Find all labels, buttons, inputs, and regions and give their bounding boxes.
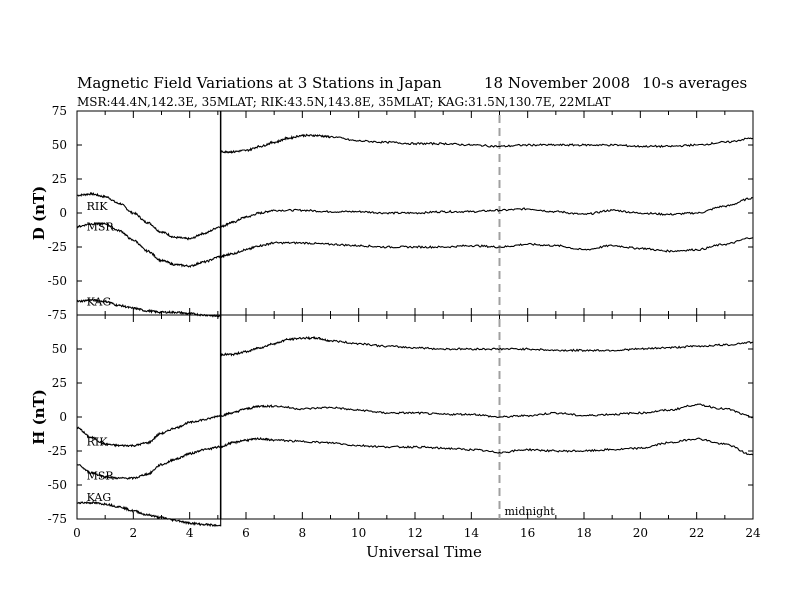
chart-title: Magnetic Field Variations at 3 Stations … <box>77 74 442 92</box>
h-plot-frame <box>76 314 754 520</box>
d-y-tick-label: 75 <box>52 104 67 118</box>
d-y-tick-label: 50 <box>52 138 67 152</box>
h-y-tick-label: -50 <box>48 478 67 492</box>
x-tick-label: 6 <box>242 526 250 540</box>
station-coordinates: MSR:44.4N,142.3E, 35MLAT; RIK:43.5N,143.… <box>77 95 611 109</box>
h-label-msr: MSR <box>87 469 115 482</box>
h-series-rik <box>76 403 754 448</box>
x-tick-label: 2 <box>130 526 138 540</box>
x-tick-label: 18 <box>576 526 591 540</box>
d-label-kag: KAG <box>87 295 112 308</box>
h-y-tick-label: 0 <box>59 410 67 424</box>
d-label-msr: MSR <box>87 221 115 234</box>
d-panel: 75 50 25 0 -25 -50 -75 RIK MSR KAG <box>48 104 754 322</box>
d-axis-label: D (nT) <box>30 186 48 241</box>
chart-averaging: 10-s averages <box>642 74 747 92</box>
h-label-kag: KAG <box>87 491 112 504</box>
d-y-tick-label: 0 <box>59 206 67 220</box>
d-y-tick-label: -25 <box>48 240 67 254</box>
h-y-tick-label: 25 <box>52 376 67 390</box>
x-tick-label: 14 <box>464 526 480 540</box>
x-tick-label: 8 <box>299 526 307 540</box>
midnight-label: midnight <box>505 505 556 518</box>
x-tick-label: 22 <box>689 526 704 540</box>
h-series-msr <box>76 436 754 481</box>
d-y-tick-label: -50 <box>48 274 67 288</box>
h-series-kag <box>76 335 754 528</box>
h-y-tick-label: -75 <box>48 512 67 526</box>
x-tick-label: 24 <box>745 526 761 540</box>
chart-date: 18 November 2008 <box>484 74 630 92</box>
x-tick-label: 20 <box>633 526 648 540</box>
h-axis-label: H (nT) <box>30 389 48 445</box>
x-tick-label: 10 <box>351 526 366 540</box>
d-series-rik <box>77 191 754 241</box>
h-label-rik: RIK <box>87 435 109 448</box>
h-y-tick-label: 50 <box>52 342 67 356</box>
d-label-rik: RIK <box>87 200 109 213</box>
h-y-tick-label: -25 <box>48 444 67 458</box>
x-tick-label: 0 <box>73 526 81 540</box>
d-series-msr <box>76 221 754 269</box>
x-tick-label: 4 <box>186 526 194 540</box>
x-tick-label: 16 <box>520 526 535 540</box>
x-tick-label: 12 <box>407 526 422 540</box>
d-series-kag <box>76 133 754 318</box>
x-axis-label: Universal Time <box>366 543 482 561</box>
d-y-tick-label: 25 <box>52 172 67 186</box>
d-y-tick-label: -75 <box>48 308 67 322</box>
